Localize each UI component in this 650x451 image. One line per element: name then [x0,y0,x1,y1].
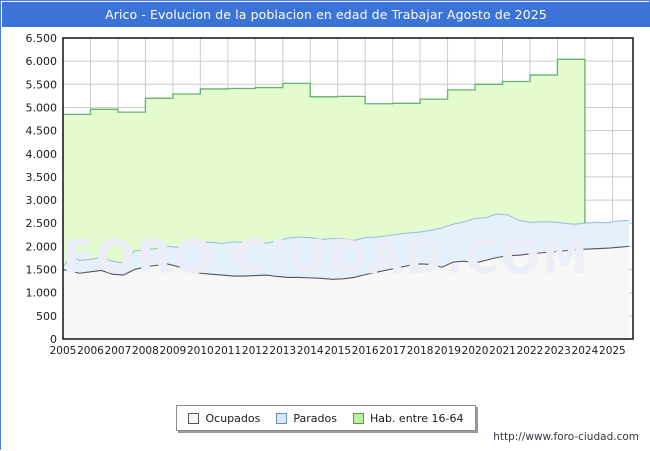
svg-text:5.000: 5.000 [26,101,58,114]
svg-text:2007: 2007 [105,345,132,357]
svg-text:2010: 2010 [187,345,214,357]
svg-text:2014: 2014 [297,345,324,357]
svg-text:2019: 2019 [434,345,461,357]
legend-item-parados: Parados [276,412,337,425]
svg-text:5.500: 5.500 [26,78,58,91]
chart-svg: 0 500 1.000 1.500 2.000 2.500 3.000 3.500 4.000 4… [26,32,634,357]
legend-label-ocupados: Ocupados [205,411,261,425]
svg-text:2018: 2018 [407,345,434,357]
svg-text:2011: 2011 [214,345,241,357]
svg-text:2017: 2017 [379,345,406,357]
svg-text:2016: 2016 [352,345,379,357]
svg-text:2.000: 2.000 [26,240,58,253]
svg-text:6.000: 6.000 [26,55,58,68]
axes [62,37,634,340]
legend-label-parados: Parados [293,411,337,425]
svg-text:0: 0 [50,333,57,346]
svg-text:3.500: 3.500 [26,171,58,184]
window-title-bar: Arico - Evolucion de la poblacion en eda… [2,2,650,27]
svg-text:2023: 2023 [544,345,571,357]
svg-text:2013: 2013 [269,345,296,357]
svg-text:2021: 2021 [489,345,516,357]
svg-text:2008: 2008 [132,345,159,357]
svg-text:2006: 2006 [77,345,104,357]
svg-text:500: 500 [36,310,57,323]
svg-text:2005: 2005 [50,345,77,357]
y-axis-tick-labels: 0 500 1.000 1.500 2.000 2.500 3.000 3.500 4.000 4… [26,32,58,346]
svg-text:6.500: 6.500 [26,32,58,45]
chart-area: FORO CIUDAD.COM 0 500 1.000 1.500 2.000 2.500… [1,27,650,451]
svg-text:4.500: 4.500 [26,125,58,138]
legend-item-habitantes: Hab. entre 16-64 [352,411,464,425]
svg-text:4.000: 4.000 [26,148,58,161]
legend-swatch-ocupados [188,412,200,424]
svg-text:3.000: 3.000 [26,194,58,207]
svg-text:2009: 2009 [160,345,187,357]
x-axis-tick-labels: 2005 2006 2007 2008 2009 2010 2011 2012 2013 2014… [50,345,626,357]
svg-text:1.500: 1.500 [26,264,58,277]
svg-text:2025: 2025 [599,345,626,357]
legend-swatch-parados [276,412,288,424]
svg-text:2020: 2020 [462,345,489,357]
svg-text:2015: 2015 [324,345,351,357]
page-title: Arico - Evolucion de la poblacion en eda… [105,7,547,22]
svg-text:2.500: 2.500 [26,217,58,230]
series-areas [62,58,629,339]
footer-url: http://www.foro-ciudad.com [493,431,639,443]
legend-swatch-habitantes [352,412,364,424]
legend-item-ocupados: Ocupados [188,412,260,425]
svg-text:2024: 2024 [572,345,599,357]
svg-text:1.000: 1.000 [26,287,58,300]
svg-text:2012: 2012 [242,345,269,357]
chart-legend: Ocupados Parados Hab. entre 16-64 [176,405,476,431]
legend-label-habitantes: Hab. entre 16-64 [369,411,464,425]
svg-text:2022: 2022 [517,345,544,357]
